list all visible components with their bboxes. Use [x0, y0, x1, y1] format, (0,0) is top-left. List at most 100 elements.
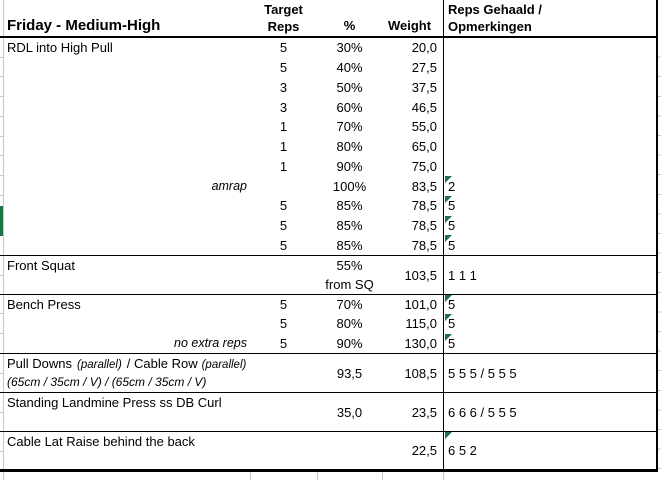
- exercise-name-cell[interactable]: Standing Landmine Press ss DB Curl: [7, 395, 222, 410]
- percent-cell[interactable]: 85%: [336, 198, 363, 214]
- set-note-cell[interactable]: amrap: [4, 176, 250, 196]
- weight-cell[interactable]: 65,0: [411, 139, 437, 155]
- exercise-name-cell[interactable]: [4, 196, 250, 216]
- target-reps-cell[interactable]: 5: [279, 60, 288, 76]
- column-header-percent[interactable]: %: [343, 18, 356, 33]
- column-header-result[interactable]: Reps Gehaald / Opmerkingen: [443, 0, 656, 36]
- target-reps-cell[interactable]: 5: [279, 217, 288, 233]
- percent-cell[interactable]: 70%: [336, 119, 363, 135]
- result-cell[interactable]: [443, 38, 656, 58]
- weight-cell[interactable]: 108,5: [404, 365, 437, 381]
- exercise-name-cell[interactable]: [4, 77, 250, 97]
- exercise-name-cell[interactable]: [4, 137, 250, 157]
- result-cell[interactable]: 5: [443, 333, 656, 353]
- target-reps-cell[interactable]: 5: [279, 198, 288, 214]
- result-cell[interactable]: 5: [443, 195, 656, 216]
- result-cell[interactable]: 5: [443, 215, 656, 236]
- target-reps-cell[interactable]: [250, 256, 317, 294]
- set-note-cell[interactable]: no extra reps: [4, 334, 250, 353]
- weight-cell[interactable]: 75,0: [411, 158, 437, 174]
- weight-cell[interactable]: 37,5: [411, 79, 437, 95]
- exercise-name-cell[interactable]: [4, 58, 250, 78]
- percent-cell[interactable]: 55% from SQ: [317, 256, 382, 294]
- weight-cell[interactable]: 22,5: [411, 443, 437, 458]
- exercise-name-cell[interactable]: [4, 156, 250, 176]
- target-reps-cell[interactable]: 1: [279, 119, 288, 135]
- target-reps-cell[interactable]: [250, 432, 317, 469]
- result-cell[interactable]: 5 5 5 / 5 5 5: [443, 354, 656, 392]
- percent-cell[interactable]: 30%: [336, 40, 363, 56]
- target-reps-cell[interactable]: 5: [279, 40, 288, 56]
- exercise-name-cell[interactable]: [4, 216, 250, 236]
- target-reps-cell[interactable]: [250, 354, 317, 392]
- result-cell[interactable]: [443, 77, 656, 98]
- weight-cell[interactable]: 55,0: [411, 119, 437, 135]
- target-reps-cell[interactable]: 5: [279, 335, 288, 351]
- result-cell[interactable]: 2: [443, 176, 656, 196]
- percent-cell[interactable]: 60%: [336, 99, 363, 115]
- weight-cell[interactable]: 27,5: [411, 60, 437, 76]
- result-cell[interactable]: [443, 156, 656, 177]
- exercise-name-cell[interactable]: [4, 117, 250, 137]
- weight-cell[interactable]: 101,0: [404, 297, 437, 313]
- target-reps-cell[interactable]: 5: [279, 237, 288, 253]
- weight-cell[interactable]: 78,5: [411, 237, 437, 253]
- table-bottom-border: [0, 469, 656, 472]
- column-header-weight[interactable]: Weight: [387, 18, 432, 33]
- weight-cell[interactable]: 23,5: [411, 404, 437, 420]
- percent-cell[interactable]: 85%: [336, 237, 363, 253]
- target-reps-cell[interactable]: 1: [279, 158, 288, 174]
- percent-cell[interactable]: 85%: [336, 217, 363, 233]
- target-reps-cell[interactable]: 3: [279, 99, 288, 115]
- workout-table: Friday - Medium-High Target Reps % Weigh…: [0, 0, 658, 472]
- exercise-name-cell[interactable]: RDL into High Pull: [7, 40, 113, 56]
- result-cell[interactable]: [443, 97, 656, 117]
- percent-cell[interactable]: 100%: [332, 178, 367, 194]
- percent-cell[interactable]: 80%: [336, 139, 363, 155]
- result-cell[interactable]: 6 5 2: [443, 432, 656, 469]
- percent-cell[interactable]: 35,0: [336, 404, 363, 420]
- percent-cell[interactable]: 93,5: [336, 365, 363, 381]
- percent-cell[interactable]: 70%: [336, 297, 363, 313]
- column-header-target-reps[interactable]: Target Reps: [250, 0, 317, 36]
- exercise-name-cell[interactable]: Front Squat: [7, 258, 75, 273]
- result-cell[interactable]: [443, 116, 656, 137]
- target-reps-cell[interactable]: 5: [279, 316, 288, 332]
- day-title-cell[interactable]: Friday - Medium-High: [4, 0, 250, 36]
- exercise-name-cell[interactable]: Pull Downs (parallel) / Cable Row (parallel…: [4, 354, 250, 392]
- target-reps-cell[interactable]: 5: [279, 297, 288, 313]
- exercise-name-cell[interactable]: Bench Press: [7, 297, 81, 313]
- section-standing-landmine-press: Standing Landmine Press ss DB Curl 35,0 …: [0, 392, 656, 431]
- target-reps-cell[interactable]: [250, 176, 317, 196]
- result-cell[interactable]: 1 1 1: [443, 256, 656, 294]
- result-cell[interactable]: 5: [443, 314, 656, 334]
- no-extra-reps-note: no extra reps: [174, 336, 247, 351]
- result-cell[interactable]: 6 6 6 / 5 5 5: [443, 393, 656, 431]
- percent-cell[interactable]: 90%: [336, 335, 363, 351]
- weight-cell[interactable]: 78,5: [411, 198, 437, 214]
- weight-cell[interactable]: 46,5: [411, 99, 437, 115]
- percent-cell[interactable]: 40%: [336, 60, 363, 76]
- weight-cell[interactable]: 83,5: [411, 178, 437, 194]
- exercise-name-cell[interactable]: [4, 235, 250, 255]
- result-cell[interactable]: [443, 57, 656, 78]
- percent-cell[interactable]: 50%: [336, 79, 363, 95]
- percent-cell[interactable]: 90%: [336, 158, 363, 174]
- exercise-name-cell[interactable]: [4, 97, 250, 117]
- target-reps-cell[interactable]: 1: [279, 139, 288, 155]
- target-reps-cell[interactable]: [250, 393, 317, 431]
- exercise-name-cell[interactable]: [4, 314, 250, 333]
- result-cell[interactable]: 5: [443, 295, 656, 315]
- weight-cell[interactable]: 115,0: [405, 316, 437, 332]
- result-cell[interactable]: [443, 136, 656, 157]
- percent-cell[interactable]: 80%: [336, 316, 363, 332]
- percent-cell[interactable]: [317, 432, 382, 469]
- result-cell[interactable]: 5: [443, 235, 656, 256]
- weight-cell[interactable]: 103,5: [404, 267, 437, 283]
- exercise-name-cell[interactable]: Cable Lat Raise behind the back: [7, 434, 195, 449]
- weight-cell[interactable]: 130,0: [404, 335, 437, 351]
- target-reps-cell[interactable]: 3: [279, 79, 288, 95]
- table-row: 5 85% 78,5 5: [0, 235, 656, 256]
- weight-cell[interactable]: 78,5: [411, 217, 437, 233]
- weight-cell[interactable]: 20,0: [411, 40, 437, 56]
